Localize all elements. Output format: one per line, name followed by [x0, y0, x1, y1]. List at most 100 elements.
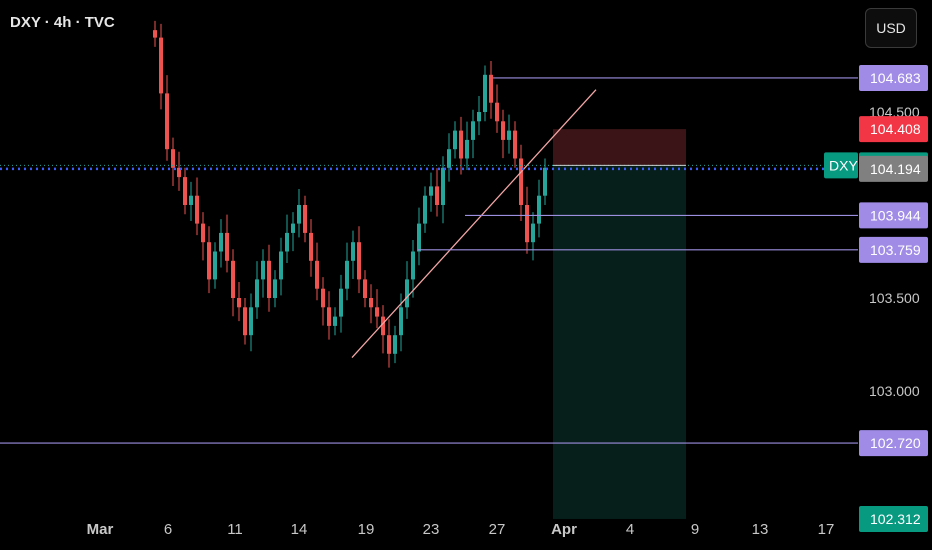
candle-body — [447, 149, 451, 168]
price-badge-stop-loss[interactable]: 104.408 — [859, 116, 928, 143]
candle-body — [285, 232, 289, 252]
price-badge-dotted-line[interactable]: 104.194 — [859, 155, 928, 182]
candle — [315, 242, 319, 301]
price-badge-label: 104.194 — [870, 161, 921, 177]
time-tick-label: 14 — [291, 521, 308, 538]
price-tick-label: 103.500 — [869, 290, 920, 306]
candle-body — [429, 186, 433, 196]
candle — [267, 244, 271, 312]
candle-body — [213, 251, 217, 280]
price-badge-bg — [859, 505, 928, 532]
candle-body — [387, 335, 391, 354]
candle — [231, 249, 235, 317]
candle-body — [261, 260, 265, 280]
price-tick-label: 103.000 — [869, 383, 920, 399]
price-badge-horizontal-line[interactable]: 104.683 — [859, 64, 928, 91]
time-axis[interactable]: Mar 6 11 14 19 23 27 Apr 4 9 13 17 — [87, 521, 835, 538]
candle-body — [489, 74, 493, 103]
candle-body — [537, 195, 541, 224]
candle — [279, 237, 283, 296]
candle — [255, 261, 259, 319]
candle-body — [339, 288, 343, 317]
price-badge-bg — [859, 155, 928, 182]
candle — [207, 226, 211, 294]
candle — [345, 242, 349, 301]
price-badge-label: 103.944 — [870, 207, 921, 223]
candle — [471, 109, 475, 159]
price-axis[interactable]: 104.500103.500103.000104.683104.408104.2… — [824, 64, 928, 532]
price-badge-take-profit[interactable]: 102.312 — [859, 505, 928, 532]
candle — [297, 189, 301, 238]
time-tick-label: 19 — [358, 521, 375, 538]
price-badge-bg — [859, 202, 928, 229]
candle — [387, 319, 391, 368]
time-tick-label: 6 — [164, 521, 172, 538]
drawing-overlays — [0, 77, 858, 519]
candle — [495, 84, 499, 133]
candle — [465, 121, 469, 171]
candle-body — [483, 74, 487, 112]
candle — [525, 186, 529, 254]
candle — [357, 226, 361, 294]
candle-body — [441, 167, 445, 205]
candle — [201, 212, 205, 261]
candle-body — [327, 307, 331, 326]
time-tick-label: 17 — [818, 521, 835, 538]
candle — [429, 172, 433, 212]
candle — [507, 114, 511, 154]
price-badge-label: 103.759 — [870, 242, 921, 258]
candle — [447, 133, 451, 182]
candle-body — [225, 232, 229, 261]
candle-body — [453, 130, 457, 150]
candle-body — [279, 251, 283, 280]
candle — [483, 65, 487, 122]
candle-body — [291, 223, 295, 233]
price-badge-bg — [859, 116, 928, 143]
candle — [243, 298, 247, 345]
candle-body — [231, 260, 235, 298]
candle-body — [495, 102, 499, 122]
candle — [393, 325, 397, 364]
stop-loss-zone — [553, 129, 686, 166]
candle — [369, 284, 373, 324]
candle — [189, 181, 193, 221]
candle-body — [195, 195, 199, 224]
candle-body — [345, 260, 349, 289]
candle — [453, 121, 457, 159]
candle-body — [417, 223, 421, 252]
candle — [153, 20, 157, 47]
candle-body — [201, 223, 205, 243]
price-badge-bg — [859, 236, 928, 263]
candle — [339, 274, 343, 333]
candle — [375, 289, 379, 329]
price-badge-horizontal-line[interactable]: 103.944 — [859, 202, 928, 229]
candle-body — [309, 232, 313, 261]
take-profit-zone — [553, 165, 686, 519]
candle — [411, 239, 415, 298]
symbol-title[interactable]: DXY · 4h · TVC — [10, 14, 115, 31]
candle — [477, 96, 481, 136]
price-badge-horizontal-line[interactable]: 103.759 — [859, 236, 928, 263]
candle — [501, 109, 505, 159]
candle — [285, 214, 289, 264]
candle-body — [159, 37, 163, 94]
plot-area — [153, 20, 547, 368]
price-badge-label: 104.408 — [870, 121, 921, 137]
candle-body — [237, 298, 241, 308]
time-tick-label: Apr — [551, 521, 577, 538]
time-tick-label: 11 — [227, 521, 243, 538]
candle — [423, 186, 427, 233]
price-badge-horizontal-line[interactable]: 102.720 — [859, 430, 928, 457]
currency-button[interactable]: USD — [865, 8, 917, 48]
candle-body — [519, 158, 523, 205]
time-tick-label: 9 — [691, 521, 699, 538]
candle-body — [471, 121, 475, 140]
candle-body — [267, 260, 271, 298]
candle — [441, 156, 445, 224]
candle-body — [435, 186, 439, 205]
candle-body — [369, 298, 373, 308]
candle-body — [393, 335, 397, 354]
candle — [321, 277, 325, 326]
candle — [177, 151, 181, 191]
